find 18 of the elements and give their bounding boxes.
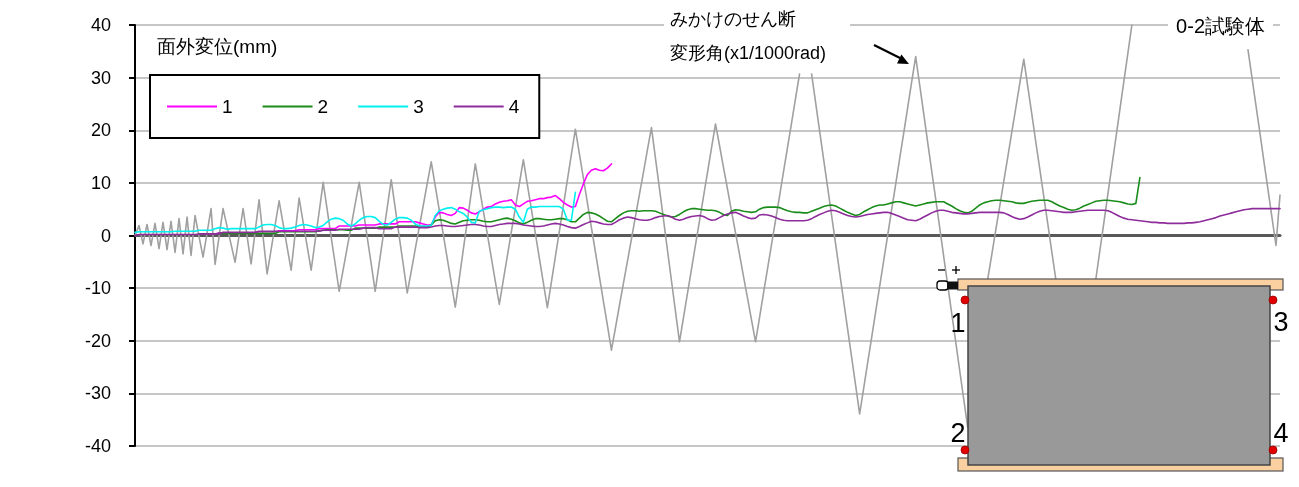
y-tick-label: 40	[90, 15, 111, 35]
legend-title: 面外変位(mm)	[157, 36, 278, 57]
y-tick-label: -30	[84, 383, 111, 404]
legend-label: 4	[508, 96, 520, 117]
y-tick-label: 20	[90, 120, 111, 141]
line-series	[134, 207, 1281, 237]
annotation: みかけのせん断変形角(x1/1000rad)	[670, 9, 827, 63]
y-tick-label: -40	[84, 436, 111, 456]
y-tick-label: 30	[90, 67, 111, 88]
y-tick-label: -20	[84, 330, 111, 351]
y-tick-label: 10	[90, 172, 111, 193]
legend-label: 2	[317, 96, 329, 117]
y-tick-label: 0	[100, 225, 111, 246]
legend-label: 3	[413, 96, 424, 117]
line-series	[134, 191, 577, 234]
chart-title: 0-2試験体	[1176, 15, 1265, 37]
y-tick-label: -10	[84, 278, 111, 299]
legend-label: 1	[222, 96, 233, 117]
